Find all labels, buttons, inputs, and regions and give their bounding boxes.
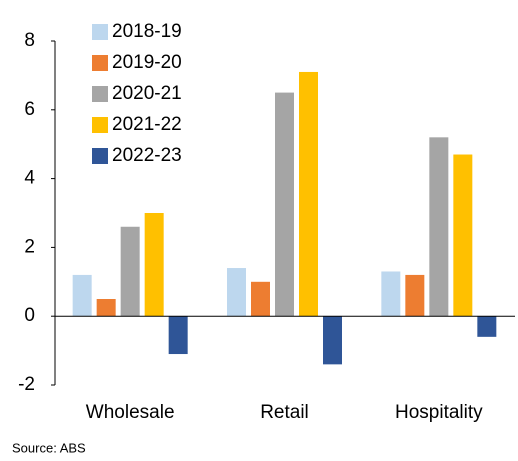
bar [72,274,92,317]
bar [299,71,318,317]
y-tick-label: 6 [24,99,35,120]
bar [120,226,140,317]
legend-label: 2018-19 [112,21,182,42]
bar [323,316,342,365]
bar [275,92,294,317]
legend-swatch [92,55,108,71]
y-tick-label: 8 [24,30,35,51]
source-note: Source: ABS [12,440,86,455]
bar [227,268,246,317]
legend-swatch [92,117,108,133]
x-tick-label: Retail [260,402,309,423]
legend-swatch [92,148,108,164]
bar [96,299,116,317]
bar [429,137,449,317]
x-tick-label: Wholesale [86,402,175,423]
legend-label: 2019-20 [112,52,182,73]
bar [477,316,497,337]
bar [405,274,425,317]
legend-label: 2022-23 [112,145,182,166]
x-tick-label: Hospitality [395,402,483,423]
y-tick-label: 2 [24,236,35,257]
y-tick-label: 0 [24,305,35,326]
legend-swatch [92,86,108,102]
y-tick-label: 4 [24,168,35,189]
bar [381,271,401,317]
bar [453,154,473,317]
legend-swatch [92,24,108,40]
bar [144,213,164,317]
bar [168,316,188,355]
legend-label: 2020-21 [112,83,182,104]
bar [251,281,270,317]
y-tick-label: -2 [18,374,35,395]
legend-label: 2021-22 [112,114,182,135]
